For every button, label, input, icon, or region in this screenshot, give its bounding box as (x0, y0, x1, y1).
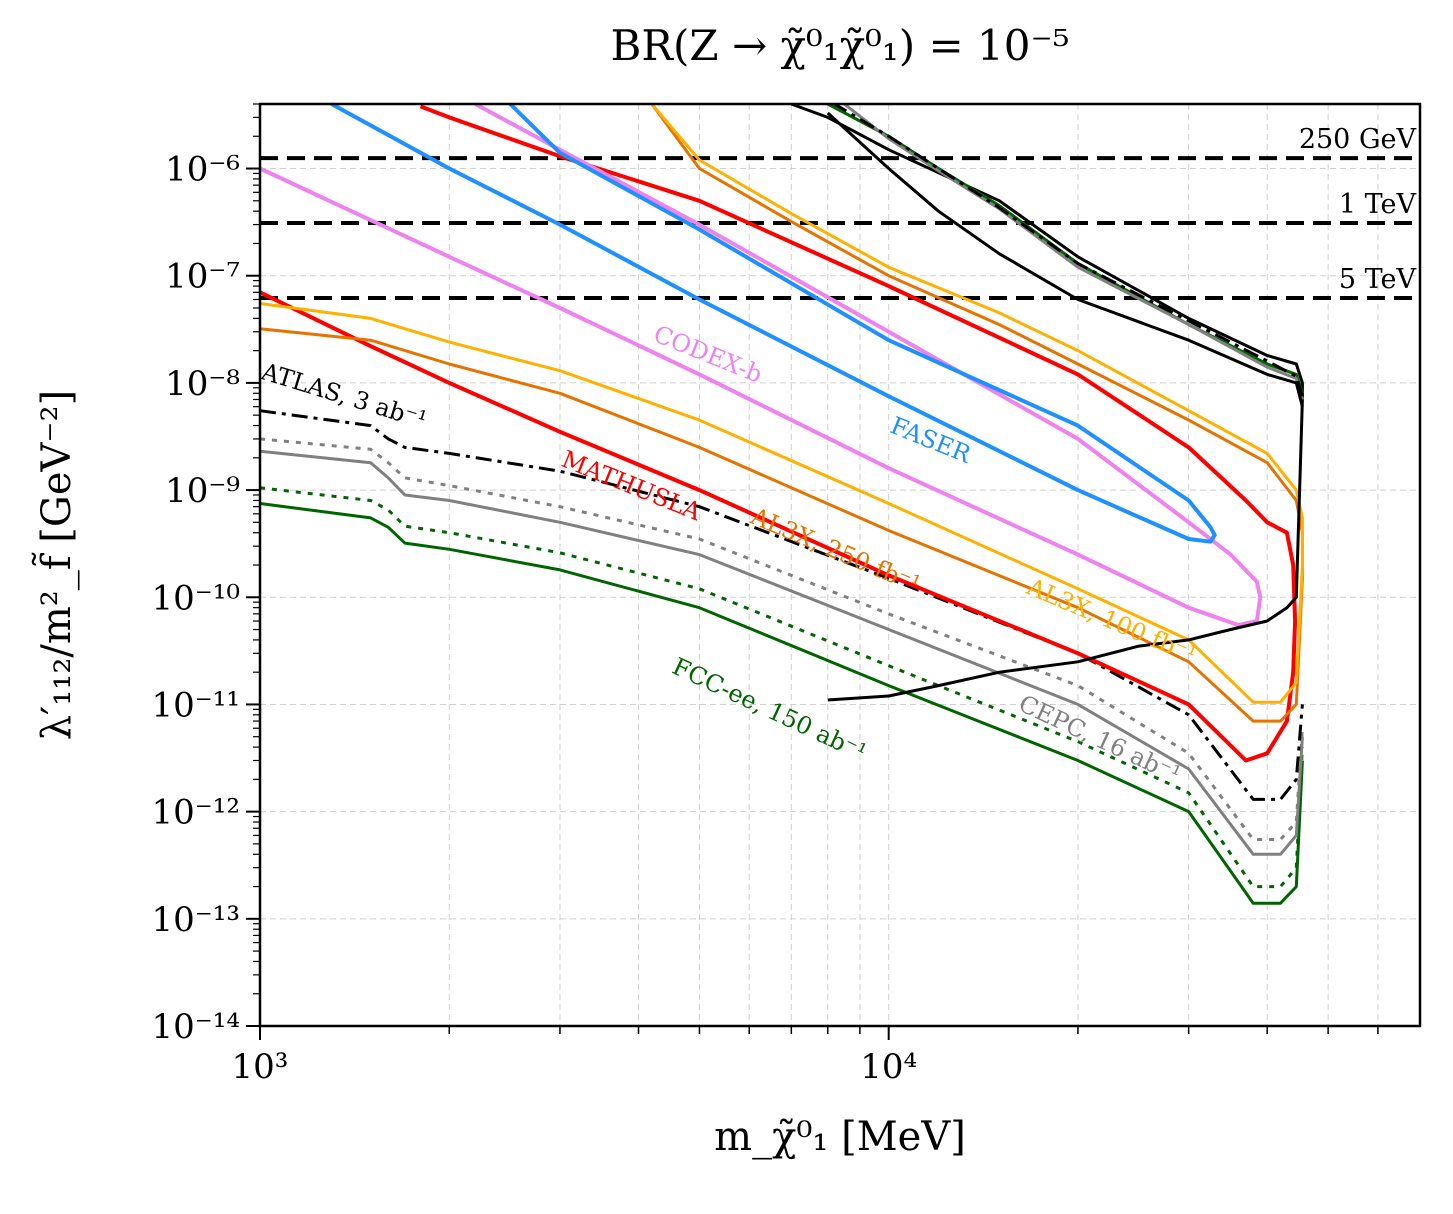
series-line (259, 409, 1304, 801)
series-line (843, 102, 1304, 400)
series-line (790, 102, 1304, 702)
series-line (330, 102, 1217, 544)
x-tick-label: 10⁴ (860, 1047, 917, 1087)
series-line (259, 102, 1263, 628)
y-tick-label: 10⁻⁹ (165, 471, 240, 511)
y-tick-label: 10⁻¹⁴ (152, 1007, 240, 1047)
series-line (259, 103, 1304, 704)
series-lines (259, 102, 1304, 905)
reference-line-label: 250 GeV (1299, 124, 1417, 155)
ticks: 10³ 10⁴ 10⁻¹⁴ 10⁻¹³ 10⁻¹² 10⁻¹¹ 10⁻¹⁰ 10⁻⁹ 10⁻⁸ 1… (152, 103, 1379, 1087)
y-tick-label: 10⁻¹³ (152, 900, 240, 940)
series-line (259, 449, 1304, 856)
reference-line-label: 5 TeV (1339, 264, 1417, 295)
reference-line-label: 1 TeV (1339, 189, 1417, 220)
reference-lines: 250 GeV 1 TeV 5 TeV (260, 124, 1420, 300)
series-line (259, 486, 1304, 889)
series-line (826, 111, 1304, 408)
y-tick-label: 10⁻⁶ (165, 150, 240, 190)
series-line (833, 102, 1304, 397)
y-tick-label: 10⁻⁷ (165, 257, 240, 297)
y-axis-label: λ′₁₁₂/m²_f̃ [GeV⁻²] (31, 390, 80, 740)
x-tick-label: 10³ (232, 1047, 289, 1087)
y-tick-label: 10⁻¹¹ (152, 685, 240, 725)
series-line (259, 502, 1304, 905)
chart-title: BR(Z → χ̃⁰₁χ̃⁰₁) = 10⁻⁵ (611, 21, 1070, 70)
y-tick-label: 10⁻¹² (152, 793, 240, 833)
series-line (259, 104, 1298, 763)
x-axis-label: m_χ̃⁰₁ [MeV] (714, 1114, 966, 1160)
y-tick-label: 10⁻⁸ (165, 364, 240, 404)
y-tick-label: 10⁻¹⁰ (152, 578, 240, 618)
